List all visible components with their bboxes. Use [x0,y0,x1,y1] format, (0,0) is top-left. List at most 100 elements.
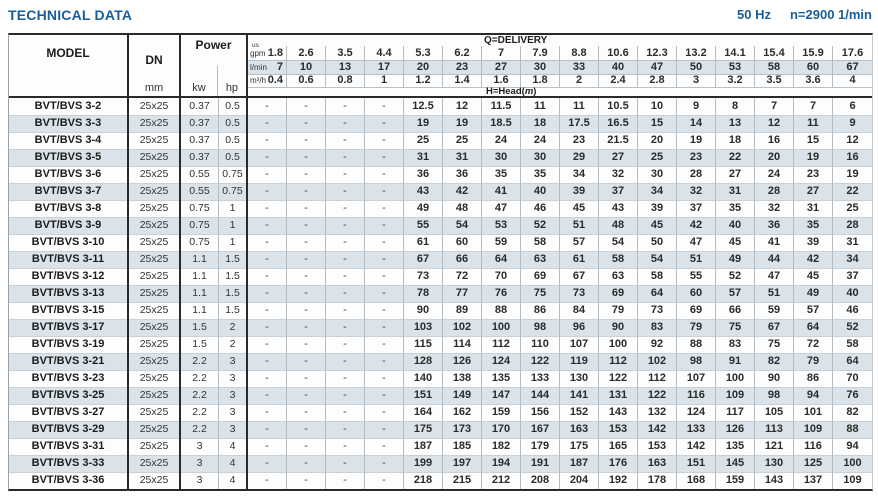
head-value-cell: - [326,149,365,166]
head-value-cell: - [365,234,404,251]
dn-cell: 25x25 [129,200,181,217]
head-value-cell: 162 [443,404,482,421]
delivery-unit-value: 0.8 [326,74,365,87]
head-value-cell: 187 [560,455,599,472]
head-value-cell: - [248,455,287,472]
model-cell: BVT/BVS 3-36 [9,472,129,489]
head-value-cell: 19 [404,115,443,132]
head-value-cell: 72 [794,336,833,353]
dn-cell: 25x25 [129,251,181,268]
head-value-cell: 178 [638,472,677,489]
head-value-cell: 76 [846,389,859,401]
power-kw-cell: 0.37 [181,149,219,166]
head-value-cell: - [365,336,404,353]
head-value-cell: - [326,319,365,336]
head-value-cell: 11.5 [482,98,521,115]
dn-cell: 25x25 [129,319,181,336]
head-value-cell: 131 [599,387,638,404]
head-value-cell: 67 [560,268,599,285]
head-value-cell: - [365,438,404,455]
head-value-cell: - [326,251,365,268]
head-value-cell: 55 [404,217,443,234]
head-unit-italic: m [524,86,534,97]
head-value-cell: 114 [443,336,482,353]
delivery-unit-value: 27 [482,60,521,74]
head-value-cell: 86 [521,302,560,319]
head-value-cell: 41 [755,234,794,251]
head-value-cell: 31 [846,236,859,248]
delivery-unit-value: 14.1 [716,46,755,60]
delivery-unit-value: 15.4 [755,46,794,60]
power-kw-cell: 3 [181,472,219,489]
table-row: BVT/BVS 3-25 25x25 2.2 3- - - -151 149 147 144 141… [9,387,872,404]
head-value-cell: 16.5 [599,115,638,132]
head-value-cell: - [326,285,365,302]
power-hp-cell: 3 [219,353,248,370]
head-value-cell: - [287,455,326,472]
head-value-cell: 51 [677,251,716,268]
page-title: TECHNICAL DATA [8,7,133,23]
head-value-cell: 82 [846,406,859,418]
head-value-cell: 42 [443,183,482,200]
head-value-cell: 12 [755,115,794,132]
dn-cell: 25x25 [129,353,181,370]
head-value-cell: 54 [599,234,638,251]
head-value-cell: 35 [521,166,560,183]
head-value-cell: - [326,132,365,149]
head-value-cell: 24 [755,166,794,183]
head-value-cell: 11 [560,98,599,115]
head-value-cell: 60 [677,285,716,302]
head-value-cell: - [326,438,365,455]
head-value-cell: 58 [638,268,677,285]
head-value-cell: 98 [677,353,716,370]
head-value-cell: 67 [404,251,443,268]
power-kw-cell: 2.2 [181,370,219,387]
head-value-cell: 121 [755,438,794,455]
head-value-cell: 22 [716,149,755,166]
power-kw-cell: 1.1 [181,285,219,302]
head-value-cell: - [365,268,404,285]
head-value-cell: - [287,353,326,370]
table-row: BVT/BVS 3-12 25x25 1.1 1.5- - - -73 72 70 69 67 63 5… [9,268,872,285]
power-hp-cell: 2 [219,319,248,336]
head-value-cell: 60 [443,234,482,251]
head-value-cell: 25 [638,149,677,166]
table-row: BVT/BVS 3-5 25x25 0.37 0.5- - - -31 31 30 30 29 27 2… [9,149,872,166]
head-value-cell: 86 [794,370,833,387]
delivery-unit-value: 1.8 [248,46,287,60]
model-cell: BVT/BVS 3-4 [9,132,129,149]
head-value-cell: - [326,370,365,387]
delivery-unit-value: 3.5 [755,74,794,87]
head-value-cell: 83 [716,336,755,353]
head-value-cell: 168 [677,472,716,489]
head-value-cell: 156 [521,404,560,421]
head-value-cell: 69 [521,268,560,285]
head-value-cell: 88 [846,423,859,435]
head-value-cell: 51 [755,285,794,302]
head-value-cell: 197 [443,455,482,472]
table-row: BVT/BVS 3-11 25x25 1.1 1.5- - - -67 66 64 63 61 58 5… [9,251,872,268]
delivery-unit-value: 17.6 [841,47,864,59]
head-value-cell: 24 [521,132,560,149]
power-kw-cell: 0.37 [181,115,219,132]
model-cell: BVT/BVS 3-21 [9,353,129,370]
head-value-cell: - [287,319,326,336]
head-value-cell: 79 [599,302,638,319]
head-value-cell: 43 [599,200,638,217]
power-hp-cell: 1.5 [219,302,248,319]
delivery-unit-value: 2.4 [599,74,638,87]
head-value-cell: 67 [755,319,794,336]
delivery-unit-label: us gpm [250,41,266,58]
head-value-cell: 116 [794,438,833,455]
head-value-cell: 100 [599,336,638,353]
head-value-cell: 40 [716,217,755,234]
head-value-cell: 94 [794,387,833,404]
head-value-cell: 142 [638,421,677,438]
power-kw-cell: 0.37 [181,132,219,149]
head-value-cell: 75 [716,319,755,336]
head-value-cell: 208 [521,472,560,489]
power-hp-cell: 0.5 [219,149,248,166]
head-value-cell: - [326,387,365,404]
model-cell: BVT/BVS 3-31 [9,438,129,455]
power-kw-cell: 2.2 [181,404,219,421]
